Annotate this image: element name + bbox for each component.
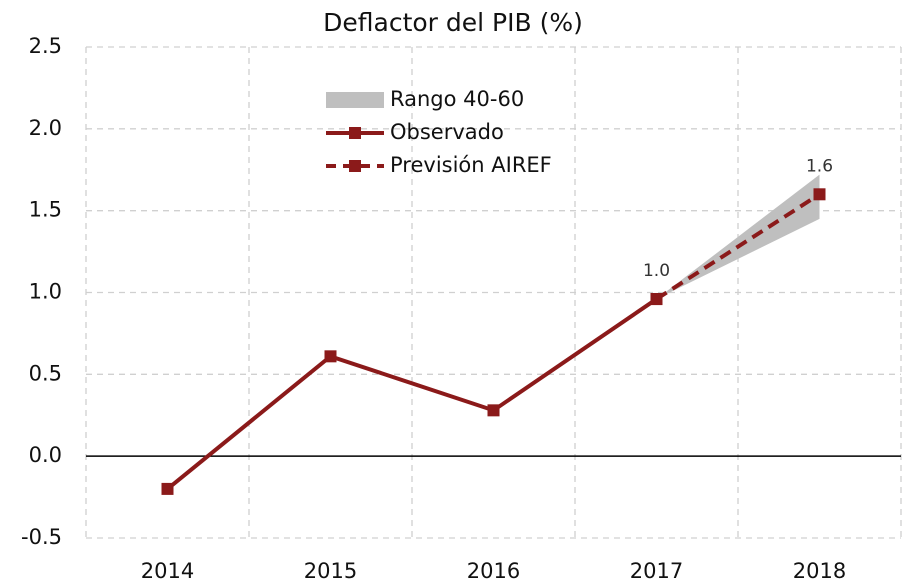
x-tick-label: 2016 xyxy=(467,559,520,583)
data-label: 1.6 xyxy=(806,156,833,176)
legend-swatch xyxy=(326,92,384,108)
data-label: 1.0 xyxy=(643,261,670,281)
marker xyxy=(324,350,337,363)
range-band xyxy=(656,174,820,300)
legend-label: Previsión AIREF xyxy=(390,153,552,177)
marker xyxy=(650,293,663,306)
x-tick-label: 2014 xyxy=(141,559,194,583)
y-tick-label: 0.5 xyxy=(29,361,62,385)
y-tick-label: 2.0 xyxy=(29,116,62,140)
y-tick-label: 1.5 xyxy=(29,198,62,222)
marker xyxy=(161,482,174,495)
x-tick-label: 2017 xyxy=(630,559,683,583)
x-tick-label: 2018 xyxy=(793,559,846,583)
y-tick-label: 1.0 xyxy=(29,280,62,304)
y-tick-label: -0.5 xyxy=(21,525,62,549)
legend-label: Observado xyxy=(390,120,504,144)
series-line xyxy=(655,192,821,301)
legend-label: Rango 40-60 xyxy=(390,87,524,111)
y-tick-label: 2.5 xyxy=(29,34,62,58)
marker xyxy=(813,188,826,201)
legend-marker xyxy=(349,127,361,139)
marker xyxy=(487,404,500,417)
legend-marker xyxy=(349,160,361,172)
chart-title: Deflactor del PIB (%) xyxy=(323,8,583,37)
x-tick-label: 2015 xyxy=(304,559,357,583)
y-tick-label: 0.0 xyxy=(29,443,62,467)
series-line xyxy=(166,297,658,491)
